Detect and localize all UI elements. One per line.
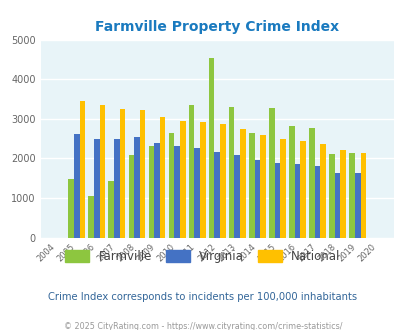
Bar (139, 111, 145, 238)
Bar (254, 160, 260, 238)
Text: Crime Index corresponds to incidents per 100,000 inhabitants: Crime Index corresponds to incidents per… (48, 292, 357, 302)
Bar (348, 153, 354, 238)
Bar (334, 173, 340, 238)
Bar (260, 135, 265, 238)
Bar (300, 141, 305, 238)
Bar (128, 155, 134, 238)
Bar (320, 144, 325, 238)
Bar (199, 121, 205, 238)
Bar (168, 133, 174, 238)
Bar (214, 152, 220, 238)
Bar (308, 128, 314, 238)
Bar (88, 196, 94, 238)
Bar (279, 139, 285, 238)
Bar (154, 143, 160, 238)
Bar (228, 107, 234, 238)
Bar (340, 150, 345, 238)
Legend: Farmville, Virginia, National: Farmville, Virginia, National (65, 250, 340, 263)
Bar (208, 58, 214, 238)
Bar (79, 101, 85, 238)
Bar (99, 105, 105, 238)
Text: © 2025 CityRating.com - https://www.cityrating.com/crime-statistics/: © 2025 CityRating.com - https://www.city… (64, 322, 341, 330)
Bar (134, 137, 139, 238)
Bar (160, 117, 165, 238)
Bar (234, 155, 239, 238)
Bar (354, 174, 360, 238)
Bar (148, 146, 154, 238)
Bar (188, 105, 194, 238)
Bar (114, 139, 119, 238)
Bar (239, 129, 245, 238)
Bar (194, 148, 199, 238)
Bar (94, 139, 99, 238)
Bar (108, 181, 114, 238)
Bar (314, 166, 320, 238)
Title: Farmville Property Crime Index: Farmville Property Crime Index (95, 20, 339, 34)
Bar (119, 109, 125, 238)
Bar (248, 133, 254, 238)
Bar (360, 153, 365, 238)
Bar (68, 179, 74, 238)
Bar (294, 164, 300, 238)
Bar (274, 163, 279, 238)
Bar (179, 121, 185, 238)
Bar (328, 154, 334, 238)
Bar (74, 134, 79, 238)
Bar (288, 126, 294, 238)
Bar (220, 123, 225, 238)
Bar (174, 146, 179, 238)
Bar (269, 108, 274, 238)
